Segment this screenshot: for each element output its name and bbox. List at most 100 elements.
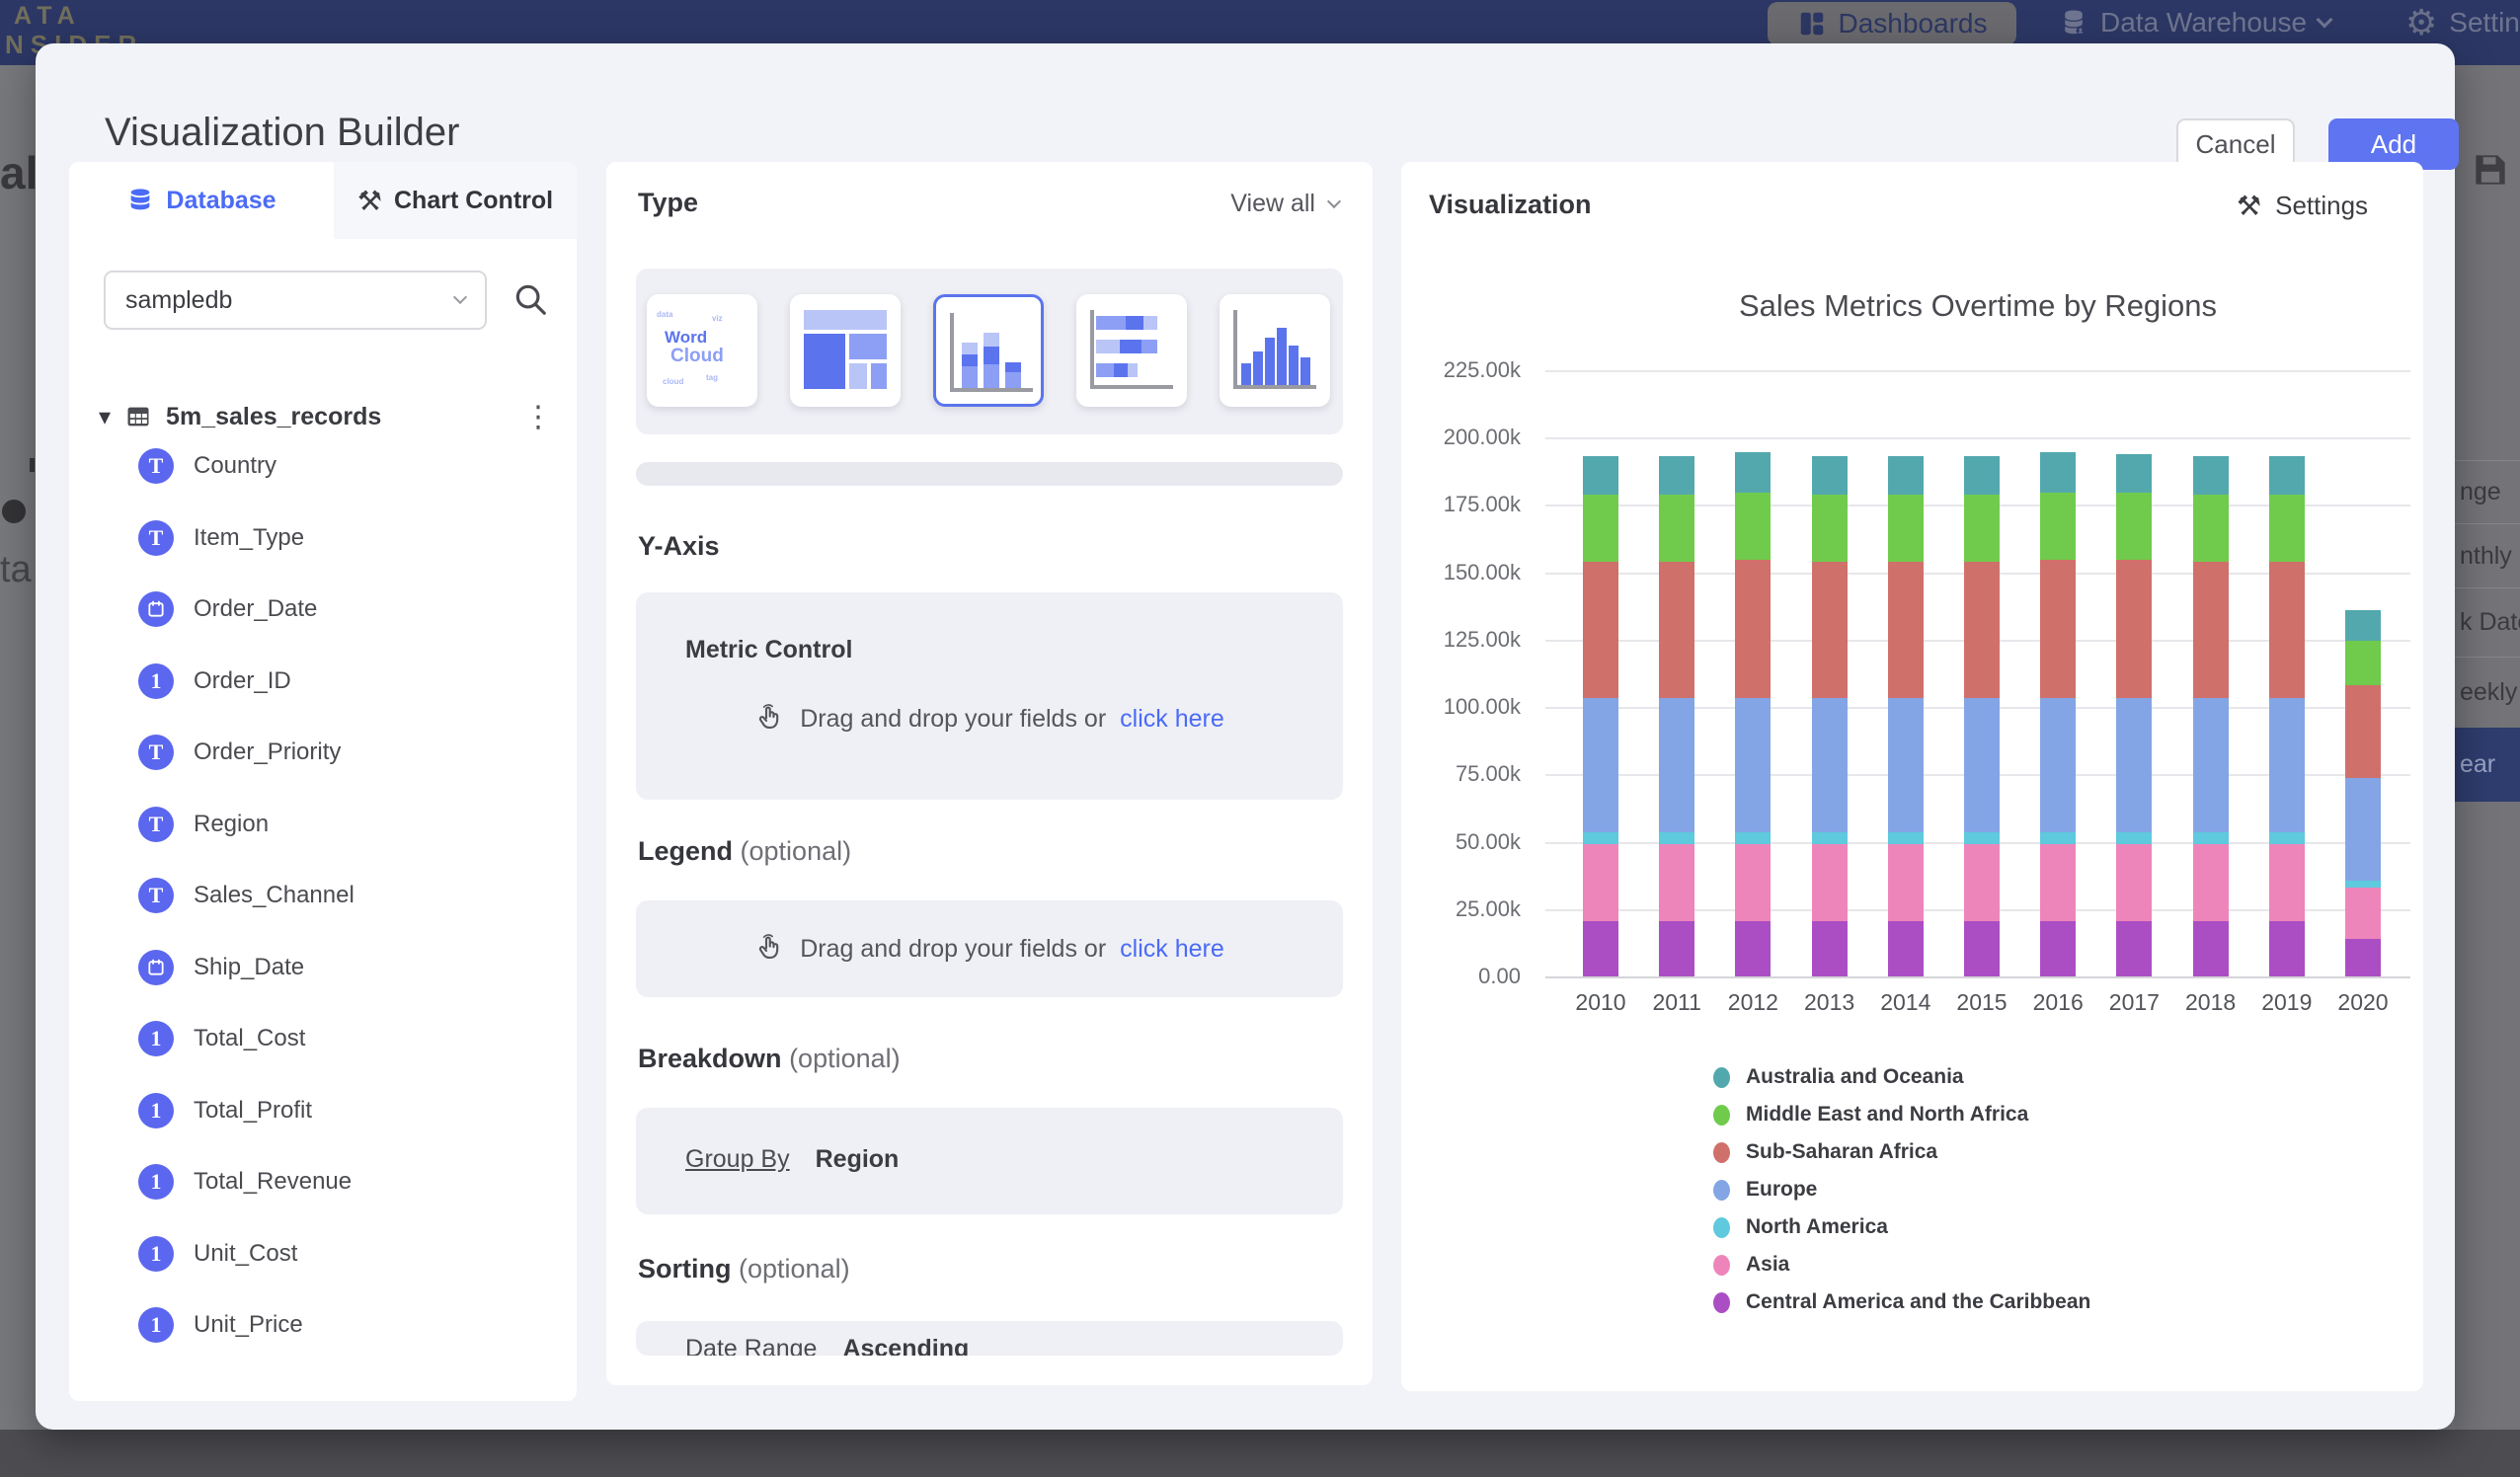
field-item-total_profit[interactable]: 1 Total_Profit bbox=[138, 1089, 553, 1132]
add-button[interactable]: Add bbox=[2328, 118, 2459, 170]
bar-segment[interactable] bbox=[2192, 494, 2229, 562]
field-item-unit_cost[interactable]: 1 Unit_Cost bbox=[138, 1232, 553, 1276]
bar-segment[interactable] bbox=[2116, 921, 2153, 976]
chart-type-word-cloud[interactable]: Word Cloud data viz tag cloud bbox=[647, 294, 757, 407]
search-icon[interactable] bbox=[512, 280, 549, 318]
bar-segment[interactable] bbox=[1964, 921, 2000, 976]
bar-segment[interactable] bbox=[2268, 561, 2305, 698]
bar-segment[interactable] bbox=[1887, 697, 1924, 832]
bar-segment[interactable] bbox=[1659, 561, 1695, 698]
sorting-row[interactable]: Date Range Ascending bbox=[685, 1335, 969, 1356]
bar-segment[interactable] bbox=[1583, 697, 1618, 832]
bar-segment[interactable] bbox=[1811, 832, 1848, 845]
legend-item[interactable]: Middle East and North Africa bbox=[1713, 1103, 2028, 1127]
field-item-order_priority[interactable]: T Order_Priority bbox=[138, 731, 553, 774]
bar-segment[interactable] bbox=[1583, 832, 1618, 845]
bar-segment[interactable] bbox=[1811, 561, 1848, 698]
bar-segment[interactable] bbox=[2116, 697, 2153, 832]
bar-segment[interactable] bbox=[2268, 921, 2305, 976]
cancel-button[interactable]: Cancel bbox=[2176, 118, 2295, 170]
tab-database[interactable]: Database bbox=[69, 162, 334, 239]
bar-segment[interactable] bbox=[2268, 456, 2305, 495]
bar-segment[interactable] bbox=[2345, 938, 2381, 976]
field-item-ship_date[interactable]: Ship_Date bbox=[138, 946, 553, 989]
bar-segment[interactable] bbox=[2116, 453, 2153, 494]
kebab-menu-icon[interactable]: ⋮ bbox=[523, 399, 553, 434]
bar-segment[interactable] bbox=[2040, 844, 2077, 922]
bar-segment[interactable] bbox=[1887, 921, 1924, 976]
bar-segment[interactable] bbox=[2345, 778, 2381, 882]
click-here-link[interactable]: click here bbox=[1120, 704, 1224, 733]
bar-segment[interactable] bbox=[1887, 832, 1924, 845]
bar-segment[interactable] bbox=[1659, 832, 1695, 845]
bar-segment[interactable] bbox=[2192, 921, 2229, 976]
bar-segment[interactable] bbox=[1583, 921, 1618, 976]
nav-settings[interactable]: ⚙ Settings bbox=[2405, 0, 2520, 45]
bar-segment[interactable] bbox=[1887, 494, 1924, 562]
chart-type-stacked-bar[interactable] bbox=[1076, 294, 1187, 407]
bar-segment[interactable] bbox=[1583, 844, 1618, 922]
bar-segment[interactable] bbox=[1811, 697, 1848, 832]
bar-segment[interactable] bbox=[1964, 456, 2000, 495]
bar-segment[interactable] bbox=[1887, 456, 1924, 495]
field-item-unit_price[interactable]: 1 Unit_Price bbox=[138, 1303, 553, 1347]
bar-segment[interactable] bbox=[1735, 921, 1772, 976]
bar-segment[interactable] bbox=[2268, 832, 2305, 845]
legend-item[interactable]: Europe bbox=[1713, 1178, 1817, 1202]
field-item-total_cost[interactable]: 1 Total_Cost bbox=[138, 1017, 553, 1060]
field-item-country[interactable]: T Country bbox=[138, 444, 553, 488]
bar-segment[interactable] bbox=[2192, 561, 2229, 698]
field-item-order_date[interactable]: Order_Date bbox=[138, 587, 553, 631]
bar-segment[interactable] bbox=[1964, 561, 2000, 698]
bar-segment[interactable] bbox=[2268, 494, 2305, 562]
chart-settings-button[interactable]: ⚒ Settings bbox=[2237, 190, 2368, 222]
bar-segment[interactable] bbox=[1887, 561, 1924, 698]
bar-segment[interactable] bbox=[1811, 456, 1848, 495]
bar-segment[interactable] bbox=[1583, 561, 1618, 698]
bar-segment[interactable] bbox=[1735, 493, 1772, 561]
chart-type-scrollbar[interactable] bbox=[636, 462, 1343, 486]
nav-dashboards[interactable]: Dashboards bbox=[1768, 2, 2016, 45]
bar-segment[interactable] bbox=[2345, 685, 2381, 779]
field-item-total_revenue[interactable]: 1 Total_Revenue bbox=[138, 1160, 553, 1204]
legend-item[interactable]: Sub-Saharan Africa bbox=[1713, 1140, 1937, 1164]
tab-chart-control[interactable]: ⚒ Chart Control bbox=[334, 162, 577, 239]
bar-segment[interactable] bbox=[2040, 832, 2077, 845]
bar-segment[interactable] bbox=[2268, 697, 2305, 832]
bar-segment[interactable] bbox=[2040, 493, 2077, 561]
bar-segment[interactable] bbox=[2345, 609, 2381, 642]
bar-segment[interactable] bbox=[1583, 456, 1618, 495]
bar-segment[interactable] bbox=[2040, 560, 2077, 698]
bar-segment[interactable] bbox=[1583, 494, 1618, 562]
bar-segment[interactable] bbox=[2192, 697, 2229, 832]
table-tree-header[interactable]: ▾ 5m_sales_records ⋮ bbox=[99, 395, 553, 438]
bar-segment[interactable] bbox=[1964, 832, 2000, 845]
bar-segment[interactable] bbox=[1964, 697, 2000, 832]
bar-segment[interactable] bbox=[1887, 844, 1924, 922]
bar-segment[interactable] bbox=[2040, 697, 2077, 832]
click-here-link[interactable]: click here bbox=[1120, 934, 1224, 963]
bar-segment[interactable] bbox=[1735, 844, 1772, 922]
bar-segment[interactable] bbox=[1735, 697, 1772, 832]
legend-item[interactable]: North America bbox=[1713, 1215, 1888, 1239]
chart-type-stacked-column[interactable] bbox=[933, 294, 1044, 407]
caret-down-icon[interactable]: ▾ bbox=[99, 403, 112, 430]
view-all-dropdown[interactable]: View all bbox=[1230, 190, 1342, 218]
legend-item[interactable]: Asia bbox=[1713, 1253, 1789, 1277]
legend-item[interactable]: Central America and the Caribbean bbox=[1713, 1290, 2090, 1314]
bar-segment[interactable] bbox=[1735, 452, 1772, 494]
y-axis-dropzone[interactable]: Drag and drop your fields or click here bbox=[636, 703, 1343, 735]
bar-segment[interactable] bbox=[2116, 493, 2153, 561]
bar-segment[interactable] bbox=[2268, 844, 2305, 922]
bar-segment[interactable] bbox=[2192, 456, 2229, 495]
bar-segment[interactable] bbox=[1659, 844, 1695, 922]
group-by-row[interactable]: Group By Region bbox=[685, 1145, 899, 1174]
database-select[interactable]: sampledb bbox=[104, 271, 487, 330]
bar-segment[interactable] bbox=[1659, 697, 1695, 832]
bar-segment[interactable] bbox=[1811, 844, 1848, 922]
group-by-label[interactable]: Group By bbox=[685, 1145, 790, 1173]
bar-segment[interactable] bbox=[1659, 456, 1695, 495]
bar-segment[interactable] bbox=[1735, 560, 1772, 698]
bar-segment[interactable] bbox=[2116, 832, 2153, 845]
bar-segment[interactable] bbox=[2345, 641, 2381, 686]
